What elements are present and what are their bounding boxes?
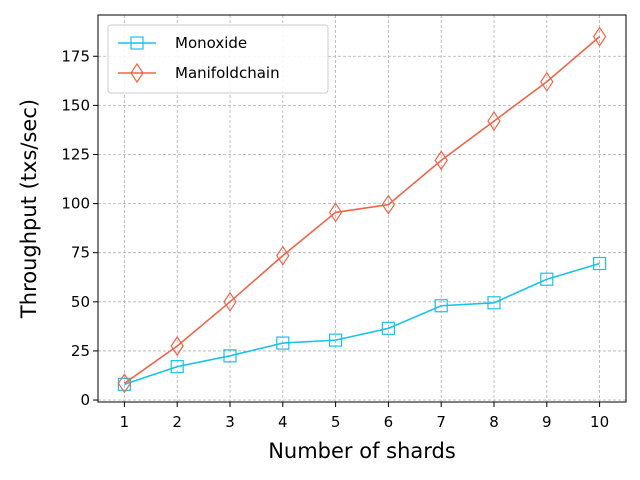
y-tick-label: 175 — [61, 47, 90, 65]
data-point-manifoldchain — [592, 26, 607, 47]
series-line-monoxide — [124, 262, 600, 386]
legend-item-monoxide: Monoxide — [118, 34, 247, 52]
data-point-manifoldchain — [276, 245, 290, 266]
data-point-manifoldchain — [170, 335, 184, 357]
legend-box — [107, 24, 329, 94]
x-tick-label: 1 — [120, 413, 130, 431]
data-point-manifoldchain — [540, 71, 554, 92]
data-point-monoxide — [223, 349, 237, 363]
x-axis-label: Number of shards — [268, 439, 456, 463]
data-point-manifoldchain — [434, 150, 448, 171]
data-point-manifoldchain — [117, 373, 132, 394]
series-layer — [117, 26, 607, 394]
y-axis-label: Throughput (txs/sec) — [17, 99, 41, 319]
plot-frame — [97, 14, 627, 403]
x-tick-label: 2 — [172, 413, 182, 431]
y-tick-label: 100 — [61, 195, 90, 213]
data-point-monoxide — [540, 272, 554, 286]
data-point-monoxide — [276, 336, 290, 350]
x-tick-label: 6 — [384, 413, 394, 431]
x-tick-label: 8 — [489, 413, 499, 431]
x-tick-label: 9 — [542, 413, 552, 431]
data-point-monoxide — [434, 299, 448, 313]
series-line-manifoldchain — [123, 36, 601, 384]
data-point-monoxide — [329, 333, 343, 347]
x-tick-label: 10 — [590, 413, 609, 431]
y-tick-label: 75 — [71, 244, 90, 262]
series-monoxide — [117, 256, 607, 391]
legend-item-manifoldchain: Manifoldchain — [118, 62, 280, 84]
legend-marker-monoxide — [130, 36, 144, 50]
data-point-monoxide — [170, 360, 184, 374]
x-tick-label: 5 — [331, 413, 341, 431]
legend: Monoxide Manifoldchain — [107, 24, 329, 94]
data-point-monoxide — [381, 321, 395, 335]
x-tick-label: 7 — [436, 413, 446, 431]
y-tick-label: 0 — [80, 391, 90, 409]
data-point-manifoldchain — [381, 194, 396, 215]
data-point-monoxide — [592, 256, 607, 271]
legend-label-manifoldchain: Manifoldchain — [175, 64, 280, 82]
data-point-monoxide — [487, 296, 501, 310]
x-tick-label: 4 — [278, 413, 288, 431]
x-tick-label: 3 — [225, 413, 235, 431]
data-point-manifoldchain — [223, 291, 237, 312]
data-point-manifoldchain — [328, 202, 343, 223]
series-manifoldchain — [117, 26, 607, 394]
data-point-manifoldchain — [487, 110, 501, 132]
y-tick-label: 125 — [61, 145, 90, 163]
legend-marker-manifoldchain — [130, 62, 144, 84]
y-tick-label: 25 — [71, 342, 90, 360]
y-tick-label: 50 — [71, 293, 90, 311]
y-tick-label: 150 — [61, 96, 90, 114]
legend-label-monoxide: Monoxide — [175, 34, 247, 52]
